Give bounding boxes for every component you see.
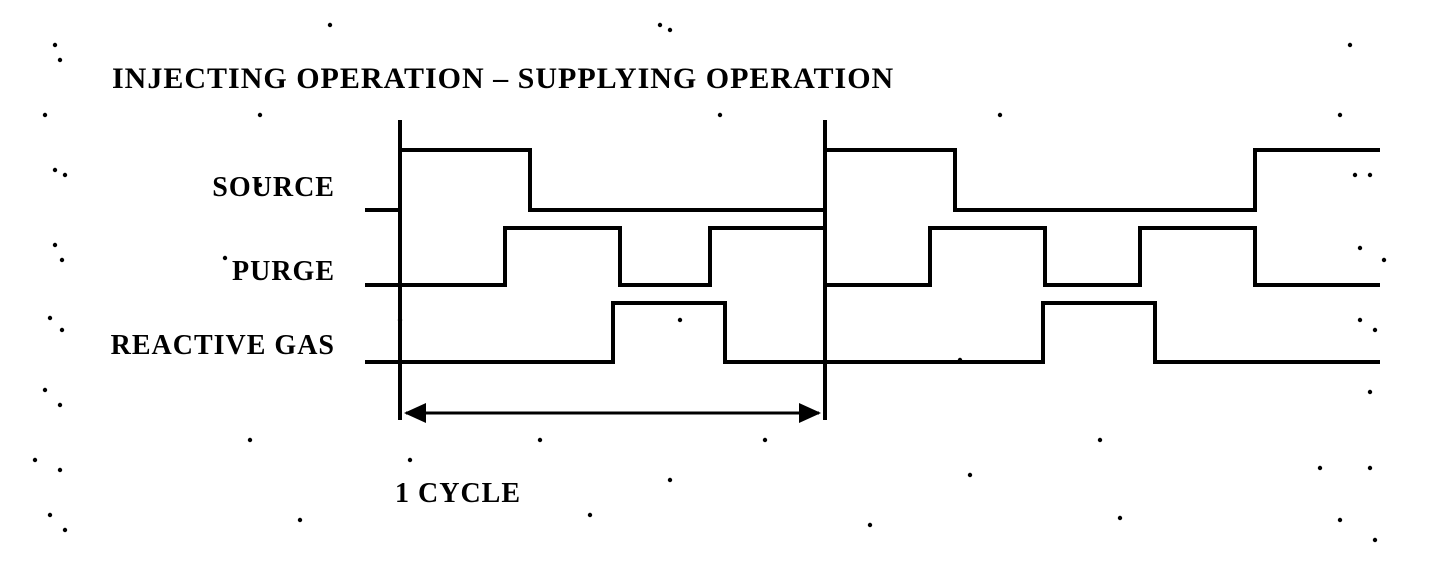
timing-svg: [0, 0, 1451, 561]
diagram-container: INJECTING OPERATION – SUPPLYING OPERATIO…: [0, 0, 1451, 561]
